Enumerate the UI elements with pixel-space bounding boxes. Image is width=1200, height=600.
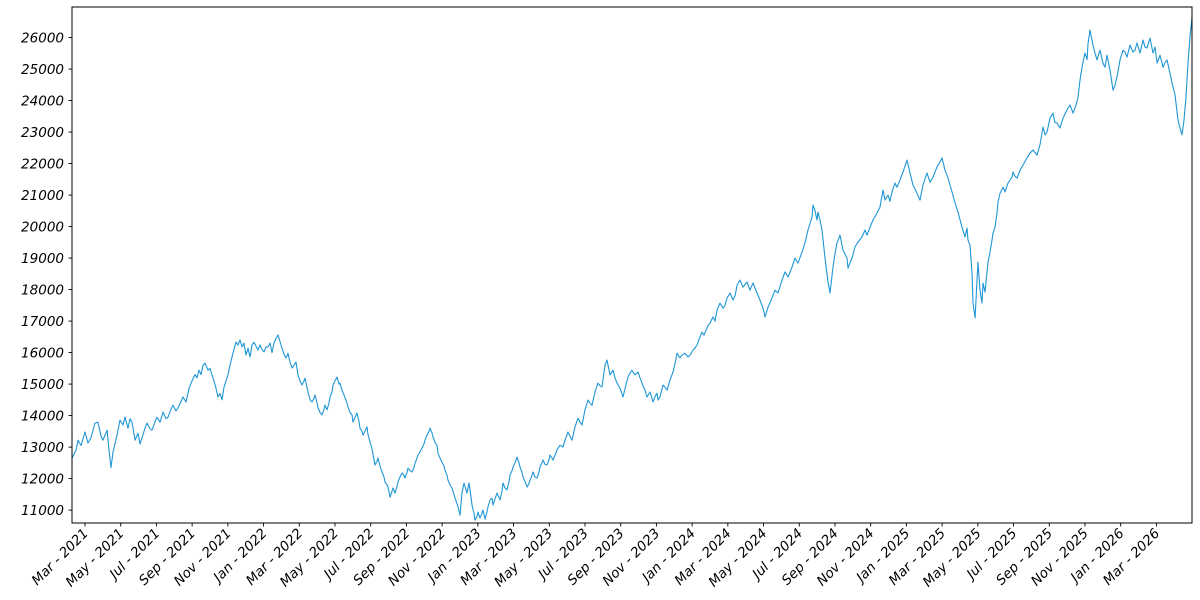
y-tick-label: 22000 [21,156,64,172]
y-tick-label: 18000 [21,282,64,298]
plot-border [71,6,1193,524]
price-line-series [71,16,1193,521]
y-tick-label: 25000 [21,62,64,78]
y-tick-label: 19000 [21,251,64,267]
y-tick-label: 16000 [21,345,64,361]
y-tick-label: 26000 [21,30,64,46]
y-tick-label: 20000 [21,219,64,235]
y-tick-label: 15000 [21,377,64,393]
y-tick-label: 21000 [21,188,64,204]
y-tick-label: 11000 [21,503,64,519]
y-tick-label: 17000 [21,314,64,330]
y-tick-label: 23000 [21,125,64,141]
y-tick-label: 24000 [21,93,64,109]
y-tick-label: 13000 [21,440,64,456]
y-tick-label: 14000 [21,408,64,424]
y-tick-label: 12000 [21,471,64,487]
y-axis: 11000 12000 13000 14000 15000 16000 17000 18000… [21,30,72,519]
